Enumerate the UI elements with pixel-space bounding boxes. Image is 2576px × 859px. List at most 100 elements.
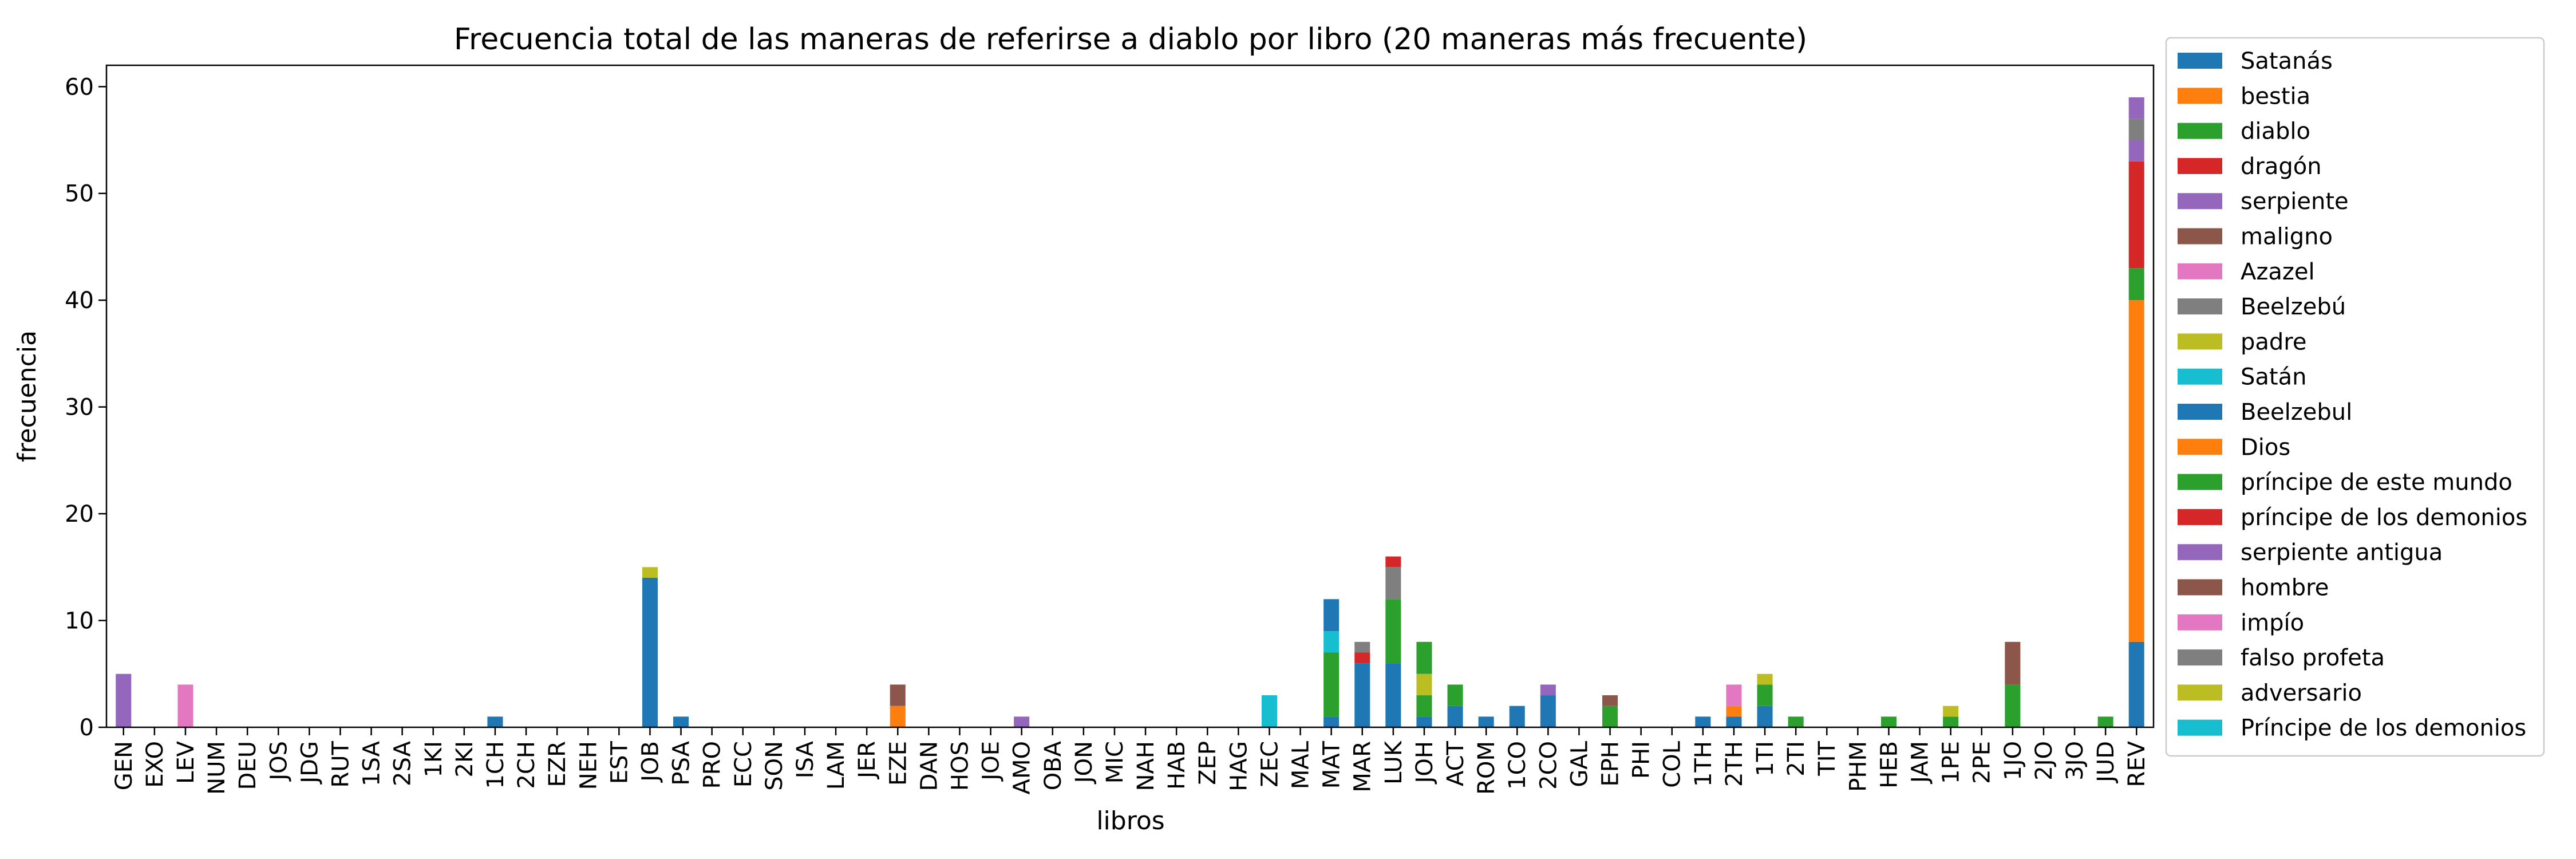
- legend-label: serpiente antigua: [2241, 539, 2443, 566]
- x-tick-label: 1KI: [421, 741, 447, 777]
- bar-MAR-series-3: [1354, 652, 1370, 664]
- x-tick-label: 3JO: [2062, 741, 2088, 781]
- bar-1JO-series-5: [2005, 641, 2021, 685]
- bar-2TH-series-0: [1726, 716, 1742, 727]
- legend-swatch: [2178, 649, 2222, 666]
- x-tick-label: AMO: [1009, 741, 1036, 794]
- bar-2TH-series-1: [1726, 706, 1742, 717]
- x-tick-label: HEB: [1876, 741, 1902, 789]
- bar-MAT-series-0: [1323, 716, 1340, 727]
- legend-label: Azazel: [2241, 259, 2315, 285]
- x-tick-label: HOS: [947, 741, 973, 791]
- x-tick-label: 2PE: [1969, 741, 1996, 784]
- legend-swatch: [2178, 88, 2222, 104]
- bar-LEV-series-6: [177, 684, 193, 727]
- legend-swatch: [2178, 474, 2222, 490]
- legend-swatch: [2178, 579, 2222, 596]
- x-tick-label: HAG: [1226, 741, 1252, 791]
- legend-label: hombre: [2241, 575, 2329, 601]
- x-tick-label: NAH: [1133, 741, 1159, 791]
- x-tick-label: ZEC: [1257, 741, 1283, 787]
- x-tick-label: 1SA: [359, 740, 385, 786]
- x-tick-label: EZR: [544, 741, 571, 787]
- legend-swatch: [2178, 544, 2222, 561]
- x-tick-label: 2SA: [390, 740, 416, 786]
- x-tick-label: JOB: [637, 741, 663, 783]
- y-tick-label: 60: [65, 74, 94, 100]
- bar-LUK-series-7: [1385, 567, 1401, 600]
- chart-title: Frecuencia total de las maneras de refer…: [454, 22, 1807, 57]
- bar-MAT-series-2: [1323, 652, 1340, 717]
- x-tick-label: ACT: [1443, 740, 1469, 786]
- bar-REV-series-3: [2128, 161, 2144, 269]
- bar-REV-series-4: [2128, 140, 2144, 161]
- y-tick-label: 0: [80, 715, 94, 741]
- x-axis-ticks: GEN EXO LEV NUM DEU JOS JDG RUT 1SA 2SA 1KI 2KI 1CH 2…: [111, 727, 2150, 795]
- legend-label: adversario: [2241, 680, 2362, 706]
- bar-1JO-series-2: [2005, 684, 2021, 727]
- legend-label: Dios: [2241, 434, 2290, 460]
- x-tick-label: JOH: [1412, 741, 1438, 785]
- x-tick-label: EXO: [142, 741, 168, 788]
- x-tick-label: GAL: [1566, 740, 1593, 787]
- legend-swatch: [2178, 193, 2222, 210]
- bar-REV-series-0: [2128, 641, 2144, 727]
- x-tick-label: EPH: [1598, 741, 1624, 786]
- bar-EZE-series-5: [890, 684, 906, 706]
- legend-swatch: [2178, 228, 2222, 245]
- legend-swatch: [2178, 157, 2222, 174]
- bar-HEB-series-2: [1880, 716, 1897, 727]
- x-tick-label: 2CH: [513, 741, 540, 789]
- legend-swatch: [2178, 333, 2222, 350]
- bar-1CO-series-0: [1509, 706, 1525, 727]
- bar-LUK-series-0: [1385, 663, 1401, 727]
- legend-swatch: [2178, 614, 2222, 631]
- legend-label: príncipe de este mundo: [2241, 470, 2512, 496]
- bar-GEN-series-4: [116, 673, 132, 727]
- y-tick-label: 30: [65, 395, 94, 421]
- bar-EPH-series-2: [1602, 706, 1618, 727]
- x-tick-label: LEV: [173, 740, 199, 784]
- legend-label: Beelzebú: [2241, 294, 2346, 320]
- bars-layer: [116, 97, 2144, 727]
- x-tick-label: MAT: [1319, 740, 1345, 789]
- x-tick-label: 1JO: [2000, 741, 2026, 781]
- x-tick-label: MAR: [1350, 741, 1376, 793]
- bar-2CO-series-4: [1540, 684, 1556, 696]
- bar-PSA-series-0: [673, 716, 689, 727]
- x-tick-label: 2TH: [1721, 741, 1748, 787]
- bar-JOH-series-8: [1416, 673, 1432, 696]
- bar-JOH-series-0: [1416, 716, 1432, 727]
- y-tick-label: 10: [65, 608, 94, 635]
- x-tick-label: JUD: [2093, 741, 2119, 784]
- bar-AMO-series-4: [1014, 716, 1030, 727]
- y-axis-ticks: 0 10 20 30 40 50 60: [65, 74, 106, 741]
- legend-swatch: [2178, 53, 2222, 69]
- bar-1TI-series-2: [1757, 684, 1773, 706]
- x-axis-label: libros: [1096, 806, 1164, 836]
- bar-REV-series-7: [2128, 119, 2144, 140]
- legend-swatch: [2178, 404, 2222, 420]
- legend-label: falso profeta: [2241, 645, 2385, 671]
- bar-LUK-series-2: [1385, 599, 1401, 664]
- bar-EZE-series-1: [890, 706, 906, 727]
- legend-label: maligno: [2241, 224, 2333, 250]
- legend-swatch: [2178, 298, 2222, 315]
- x-tick-label: ECC: [730, 741, 757, 787]
- bar-2CO-series-0: [1540, 695, 1556, 727]
- x-tick-label: 1TH: [1690, 741, 1717, 787]
- x-tick-label: JON: [1071, 741, 1097, 785]
- x-tick-label: OBA: [1040, 740, 1066, 790]
- x-tick-label: DAN: [916, 741, 942, 791]
- bar-1CH-series-0: [487, 716, 503, 727]
- legend-label: bestia: [2241, 83, 2310, 109]
- x-tick-label: DEU: [235, 741, 261, 790]
- y-tick-label: 40: [65, 287, 94, 314]
- x-tick-label: PRO: [700, 741, 726, 789]
- x-tick-label: 1TI: [1752, 741, 1779, 777]
- bar-JOB-series-8: [642, 567, 658, 578]
- x-tick-label: 2TI: [1783, 741, 1809, 777]
- bar-1TI-series-8: [1757, 673, 1773, 685]
- bar-MAR-series-7: [1354, 641, 1370, 653]
